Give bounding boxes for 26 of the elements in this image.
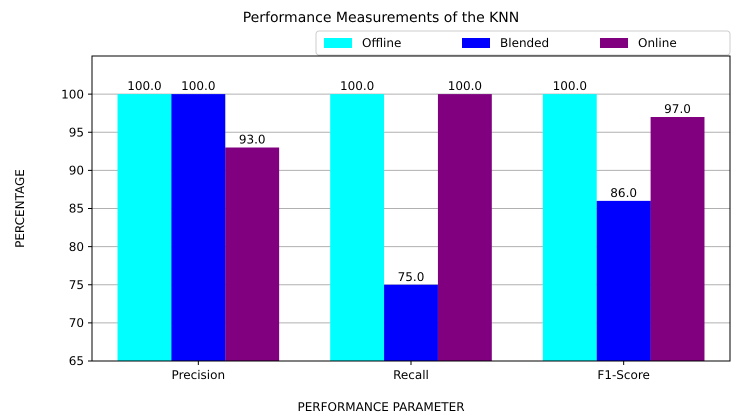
text: 93.0 [238, 132, 266, 146]
text: 86.0 [610, 186, 638, 200]
y-tick-label: 95 [68, 125, 84, 140]
legend-label: Blended [500, 36, 550, 50]
x-tick-label: Recall [393, 368, 429, 382]
text: 100.0 [340, 79, 374, 94]
text: 100.0 [127, 79, 162, 94]
y-axis-title: PERCENTAGE [13, 169, 27, 248]
x-tick-label: F1-Score [597, 368, 650, 382]
x-tick-label: Precision [172, 368, 226, 382]
y-tick-label: 90 [68, 164, 84, 178]
y-tick-label: 65 [68, 354, 84, 368]
y-tick-label: 70 [68, 316, 84, 330]
text: 100.0 [552, 79, 587, 94]
y-tick-label: 100 [61, 87, 84, 102]
y-tick-label: 85 [68, 202, 84, 216]
y-tick-label: 75 [68, 278, 84, 292]
text: 97.0 [664, 102, 691, 116]
text: 100.0 [181, 79, 216, 94]
text: 75.0 [398, 270, 424, 284]
chart-title: Performance Measurements of the KNN [242, 10, 520, 26]
text: 100.0 [448, 79, 482, 94]
legend-label: Online [638, 36, 677, 50]
legend-label: Offline [362, 36, 402, 50]
y-tick-label: 80 [68, 240, 84, 254]
x-axis-title: PERFORMANCE PARAMETER [297, 400, 465, 414]
